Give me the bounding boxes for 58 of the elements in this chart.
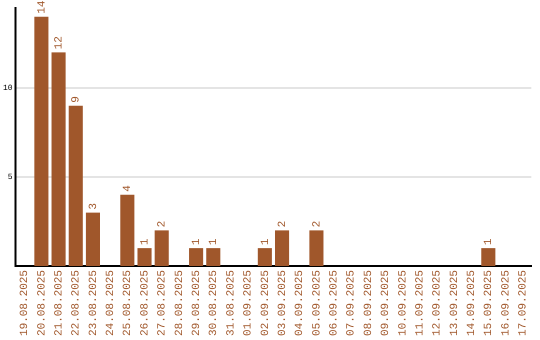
bar — [120, 194, 134, 266]
x-tick-label: 28.08.2025 — [174, 270, 186, 336]
bar — [68, 106, 83, 266]
x-tick-label: 26.08.2025 — [139, 270, 152, 336]
x-tick-label: 11.09.2025 — [414, 270, 426, 336]
x-tick-label: 21.08.2025 — [53, 270, 66, 336]
x-tick-label: 01.09.2025 — [242, 270, 255, 336]
x-tick-label: 31.08.2025 — [225, 270, 238, 336]
bar — [206, 248, 220, 266]
data-label: 9 — [70, 96, 83, 103]
x-tick-label: 30.08.2025 — [208, 270, 220, 336]
bar — [309, 230, 324, 266]
bar — [137, 248, 152, 266]
bar — [154, 230, 169, 266]
y-tick-label: 10 — [2, 84, 13, 94]
data-label: 14 — [36, 0, 48, 14]
bar — [34, 16, 48, 266]
bar — [52, 52, 66, 266]
x-tick-label: 12.09.2025 — [432, 270, 444, 336]
x-tick-label: 03.09.2025 — [276, 270, 289, 336]
x-tick-label: 09.09.2025 — [380, 270, 392, 336]
x-tick-label: 16.09.2025 — [500, 270, 512, 336]
data-label: 1 — [208, 238, 220, 246]
x-tick-label: 25.08.2025 — [122, 270, 134, 336]
x-tick-label: 17.09.2025 — [518, 270, 530, 336]
x-tick-label: 15.09.2025 — [483, 270, 496, 336]
x-tick-label: 07.09.2025 — [346, 270, 358, 336]
x-tick-label: 20.08.2025 — [36, 270, 48, 336]
bar — [189, 248, 204, 266]
x-tick-label: 04.09.2025 — [294, 270, 306, 336]
bar — [258, 248, 272, 266]
bar — [274, 230, 290, 266]
data-label: 4 — [122, 184, 134, 192]
x-tick-label: 29.08.2025 — [191, 270, 203, 336]
data-label: 2 — [276, 220, 289, 228]
bar — [86, 212, 100, 266]
data-label: 1 — [139, 238, 152, 246]
data-label: 1 — [260, 238, 272, 246]
data-label: 3 — [88, 202, 100, 210]
y-tick-label: 5 — [8, 173, 13, 182]
data-label: 2 — [156, 220, 169, 228]
x-tick-label: 10.09.2025 — [397, 270, 410, 336]
x-tick-label: 19.08.2025 — [19, 270, 32, 336]
x-tick-label: 05.09.2025 — [311, 270, 324, 336]
x-tick-label: 08.09.2025 — [362, 270, 375, 336]
bar — [481, 248, 496, 266]
x-tick-label: 23.08.2025 — [88, 270, 100, 336]
x-tick-label: 27.08.2025 — [156, 270, 169, 336]
x-tick-label: 06.09.2025 — [328, 270, 341, 336]
data-label: 1 — [191, 238, 203, 246]
x-tick-label: 02.09.2025 — [260, 270, 272, 336]
x-tick-label: 14.09.2025 — [466, 270, 478, 336]
x-tick-label: 13.09.2025 — [448, 270, 461, 336]
data-label: 12 — [53, 36, 66, 50]
data-label: 1 — [483, 238, 496, 246]
x-tick-label: 24.08.2025 — [105, 270, 118, 336]
x-tick-label: 22.08.2025 — [70, 270, 83, 336]
data-label: 2 — [311, 220, 324, 228]
